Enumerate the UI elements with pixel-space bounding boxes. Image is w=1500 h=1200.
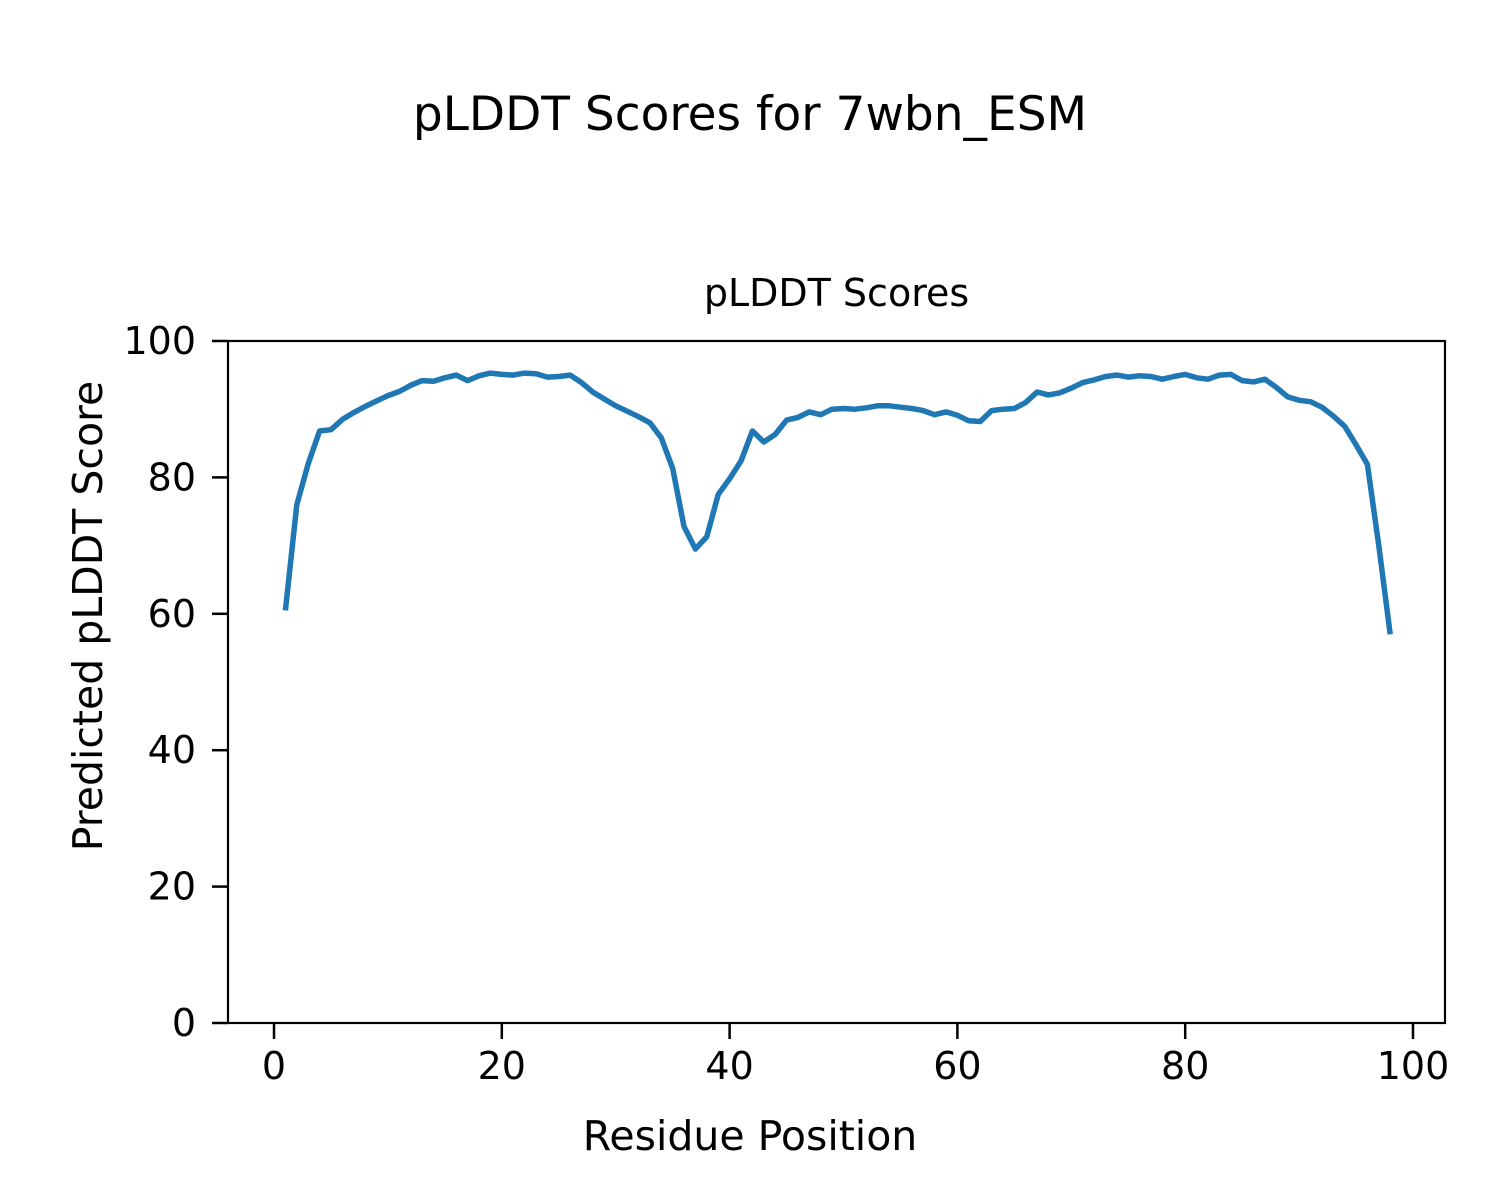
- plddt-curve: [282, 370, 1393, 635]
- axes-frame: [226, 339, 1447, 1025]
- y-axis-label: Predicted pLDDT Score: [64, 380, 112, 852]
- x-axis-label: Residue Position: [582, 1112, 918, 1160]
- x-tick-label: 20: [478, 1044, 526, 1088]
- y-tick-label: 20: [148, 865, 196, 909]
- figure-title: pLDDT Scores for 7wbn_ESM: [412, 87, 1088, 142]
- x-tick-label: 40: [705, 1044, 753, 1088]
- x-tick-label: 100: [1377, 1044, 1450, 1088]
- x-tick-label: 60: [933, 1044, 981, 1088]
- x-tick-label: 0: [262, 1044, 286, 1088]
- x-tick-label: 80: [1161, 1044, 1209, 1088]
- axes-title: pLDDT Scores: [703, 271, 970, 315]
- y-tick-label: 100: [123, 319, 196, 363]
- y-tick-label: 80: [148, 455, 196, 499]
- y-tick-label: 0: [172, 1001, 196, 1045]
- y-tick-label: 60: [148, 592, 196, 636]
- y-tick-label: 40: [148, 728, 196, 772]
